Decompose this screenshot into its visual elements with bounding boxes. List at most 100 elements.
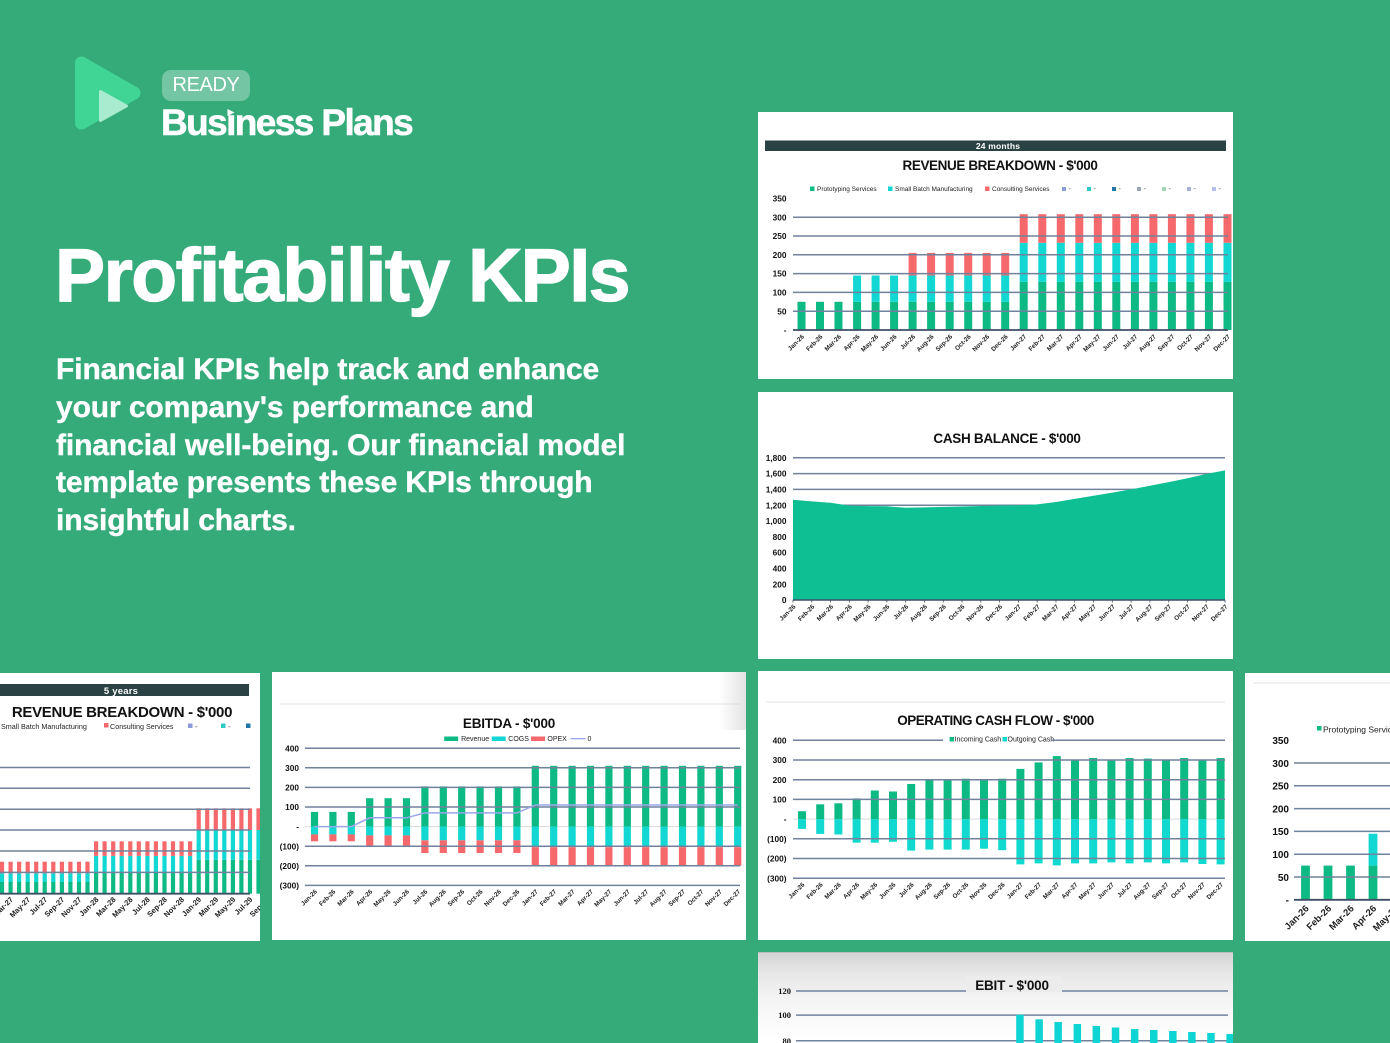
svg-text:Jun-26: Jun-26 [872, 603, 892, 623]
svg-text:1,200: 1,200 [766, 500, 787, 510]
svg-text:Aug-27: Aug-27 [648, 888, 668, 908]
svg-text:400: 400 [773, 735, 787, 745]
svg-text:Apr-27: Apr-27 [1060, 881, 1079, 900]
svg-text:Dec-26: Dec-26 [990, 333, 1010, 353]
svg-text:Jan-27: Jan-27 [1004, 603, 1023, 622]
svg-text:100: 100 [1272, 850, 1289, 861]
svg-text:Feb-27: Feb-27 [539, 888, 559, 908]
svg-text:Jan-27: Jan-27 [521, 888, 540, 907]
svg-text:REVENUE BREAKDOWN - $'000: REVENUE BREAKDOWN - $'000 [12, 704, 232, 721]
svg-text:Consulting Services: Consulting Services [110, 722, 174, 731]
svg-text:REVENUE BREAKDOWN - $'000: REVENUE BREAKDOWN - $'000 [903, 158, 1098, 173]
svg-text:Jun-27: Jun-27 [1101, 333, 1121, 353]
svg-text:-: - [1144, 186, 1147, 193]
svg-text:Feb-26: Feb-26 [805, 881, 825, 901]
svg-text:Aug-27: Aug-27 [1138, 333, 1158, 353]
svg-text:Mar-27: Mar-27 [1042, 881, 1062, 901]
svg-text:Jun-26: Jun-26 [878, 881, 898, 901]
svg-text:Oct-26: Oct-26 [954, 333, 973, 352]
svg-text:(200): (200) [767, 854, 787, 864]
svg-text:Mar-27: Mar-27 [1041, 603, 1061, 623]
svg-text:300: 300 [285, 763, 299, 773]
svg-text:200: 200 [1272, 804, 1289, 815]
svg-text:Mar-26: Mar-26 [824, 333, 844, 353]
svg-text:100: 100 [773, 288, 787, 298]
svg-text:5 years: 5 years [104, 686, 138, 697]
svg-text:0: 0 [782, 595, 787, 605]
svg-text:Sep-26: Sep-26 [932, 881, 952, 901]
svg-text:Apr-26: Apr-26 [842, 881, 861, 900]
svg-text:Jan-26: Jan-26 [778, 603, 797, 622]
svg-text:Oct-27: Oct-27 [1176, 333, 1195, 352]
svg-text:Feb-26: Feb-26 [318, 888, 338, 908]
svg-text:-: - [1194, 186, 1197, 193]
svg-text:50: 50 [777, 306, 787, 316]
svg-text:Jun-26: Jun-26 [879, 333, 899, 353]
svg-text:Prototyping Services: Prototyping Services [817, 186, 877, 193]
svg-text:May-27: May-27 [1078, 603, 1098, 623]
svg-text:Oct-27: Oct-27 [1170, 881, 1189, 900]
svg-text:Nov-27: Nov-27 [704, 888, 724, 908]
svg-text:-: - [1169, 186, 1172, 193]
svg-text:Nov-26: Nov-26 [971, 333, 991, 353]
svg-text:150: 150 [1272, 827, 1289, 838]
svg-text:1,600: 1,600 [766, 469, 787, 479]
svg-text:Jan-27: Jan-27 [1006, 881, 1025, 900]
svg-text:200: 200 [773, 775, 787, 785]
svg-text:Apr-27: Apr-27 [1060, 603, 1079, 622]
svg-text:EBITDA - $'000: EBITDA - $'000 [463, 716, 555, 731]
svg-text:Incoming Cash: Incoming Cash [955, 737, 1002, 744]
svg-text:Dec-27: Dec-27 [1205, 881, 1225, 901]
svg-text:Mar-26: Mar-26 [336, 888, 356, 908]
svg-text:200: 200 [285, 783, 299, 793]
svg-text:80: 80 [783, 1036, 792, 1043]
svg-text:350: 350 [773, 194, 787, 204]
svg-text:Aug-26: Aug-26 [915, 333, 935, 353]
svg-text:Prototyping Services: Prototyping Services [1323, 725, 1390, 735]
svg-text:Sep-26: Sep-26 [935, 333, 955, 353]
svg-text:May-26: May-26 [859, 881, 879, 901]
svg-text:Dec-26: Dec-26 [984, 603, 1004, 623]
svg-text:100: 100 [773, 795, 787, 805]
svg-text:-: - [1286, 896, 1289, 907]
svg-text:Aug-27: Aug-27 [1134, 603, 1154, 623]
svg-text:250: 250 [773, 231, 787, 241]
svg-text:Outgoing Cash: Outgoing Cash [1008, 737, 1055, 744]
svg-text:Small Batch Manufacturing: Small Batch Manufacturing [1, 722, 87, 731]
svg-text:Nov-27: Nov-27 [1187, 881, 1207, 901]
svg-text:(300): (300) [280, 881, 300, 891]
svg-text:May-26: May-26 [852, 603, 872, 623]
svg-text:Sep-26: Sep-26 [928, 603, 948, 623]
svg-text:400: 400 [773, 564, 787, 574]
svg-text:OPEX: OPEX [547, 736, 567, 743]
svg-text:(200): (200) [280, 861, 300, 871]
svg-text:-: - [784, 814, 787, 824]
svg-text:Mar-26: Mar-26 [824, 881, 844, 901]
svg-text:May-26: May-26 [860, 333, 880, 353]
svg-text:800: 800 [773, 532, 787, 542]
svg-text:Nov-26: Nov-26 [969, 881, 989, 901]
svg-text:Sep-27: Sep-27 [1151, 881, 1171, 901]
svg-text:-: - [784, 325, 787, 335]
svg-text:-: - [1069, 186, 1072, 193]
svg-text:(300): (300) [767, 873, 787, 883]
svg-text:250: 250 [1272, 782, 1289, 793]
svg-text:200: 200 [773, 250, 787, 260]
svg-text:300: 300 [1272, 759, 1289, 770]
svg-text:May-27: May-27 [1082, 333, 1102, 353]
svg-text:Apr-26: Apr-26 [835, 603, 854, 622]
svg-text:Aug-27: Aug-27 [1132, 881, 1152, 901]
svg-text:Mar-27: Mar-27 [557, 888, 577, 908]
svg-text:May-27: May-27 [593, 888, 613, 908]
svg-text:1,800: 1,800 [766, 453, 787, 463]
svg-text:350: 350 [1272, 736, 1289, 747]
svg-text:120: 120 [778, 986, 791, 996]
svg-text:May-27: May-27 [1078, 881, 1098, 901]
svg-text:Sep-27: Sep-27 [667, 888, 687, 908]
svg-text:Oct-26: Oct-26 [466, 888, 485, 907]
svg-text:Feb-27: Feb-27 [1022, 603, 1042, 623]
svg-text:Aug-26: Aug-26 [428, 888, 448, 908]
svg-text:Jan-27: Jan-27 [1009, 333, 1028, 352]
svg-text:0: 0 [588, 736, 592, 743]
svg-text:Mar-27: Mar-27 [1046, 333, 1066, 353]
